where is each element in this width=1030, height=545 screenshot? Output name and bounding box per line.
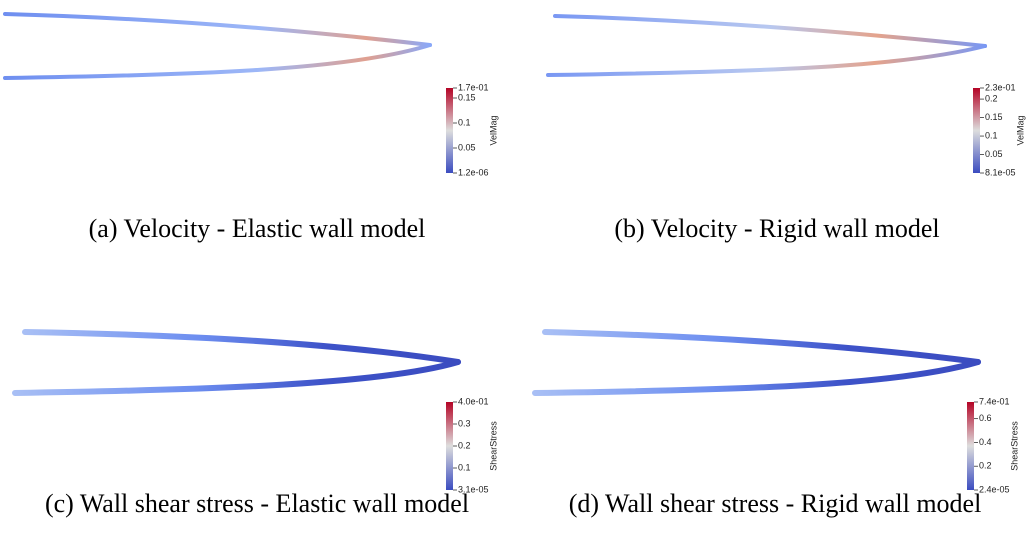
colorbar-tick-label: 2.4e-05 xyxy=(979,484,1010,494)
colorbar xyxy=(973,88,980,173)
vessel xyxy=(12,359,461,396)
vessels xyxy=(3,12,987,396)
caption: (c) Wall shear stress - Elastic wall mod… xyxy=(45,489,469,518)
colorbar-label: ShearStress xyxy=(488,421,498,471)
colorbar-tick-label: 0.1 xyxy=(458,117,471,127)
vessel xyxy=(3,12,432,47)
colorbar-tick-label: 4.0e-01 xyxy=(458,396,489,406)
vessel xyxy=(553,14,987,48)
colorbar-tick-label: 0.6 xyxy=(979,413,992,423)
colorbar-tick-label: 7.4e-01 xyxy=(979,396,1010,406)
caption: (a) Velocity - Elastic wall model xyxy=(89,214,426,243)
vessel xyxy=(3,43,432,80)
colorbar-tick-label: 0.3 xyxy=(458,418,471,428)
vessel xyxy=(532,359,981,396)
colorbar-tick-label: 0.1 xyxy=(985,130,998,140)
colorbar-tick-label: 0.1 xyxy=(458,462,471,472)
colorbar-tick-label: 0.2 xyxy=(985,93,998,103)
colorbar-tick-label: 0.2 xyxy=(979,461,992,471)
colorbar-tick-label: 0.05 xyxy=(458,142,476,152)
colorbar-tick-label: 0.15 xyxy=(985,112,1003,122)
colorbar-label: ShearStress xyxy=(1009,421,1019,471)
vessel xyxy=(546,44,987,77)
colorbar xyxy=(967,402,974,490)
colorbar-label: VelMag xyxy=(1015,115,1025,145)
colorbar-tick-label: 0.4 xyxy=(979,437,992,447)
vessel xyxy=(22,329,461,365)
colorbar-tick-label: 3.1e-05 xyxy=(458,484,489,494)
colorbar xyxy=(446,402,453,490)
colorbar-tick-label: 1.7e-01 xyxy=(458,82,489,92)
colorbar-tick-label: 0.2 xyxy=(458,440,471,450)
colorbar-label: VelMag xyxy=(488,115,498,145)
colorbar-tick-label: 2.3e-01 xyxy=(985,82,1016,92)
colorbar-tick-label: 0.15 xyxy=(458,92,476,102)
colorbar xyxy=(446,88,453,173)
caption: (b) Velocity - Rigid wall model xyxy=(614,214,939,243)
colorbar-tick-label: 8.1e-05 xyxy=(985,167,1016,177)
caption: (d) Wall shear stress - Rigid wall model xyxy=(569,489,982,518)
colorbar-tick-label: 0.05 xyxy=(985,149,1003,159)
colorbar-tick-label: 1.2e-06 xyxy=(458,167,489,177)
vessel xyxy=(542,329,981,365)
